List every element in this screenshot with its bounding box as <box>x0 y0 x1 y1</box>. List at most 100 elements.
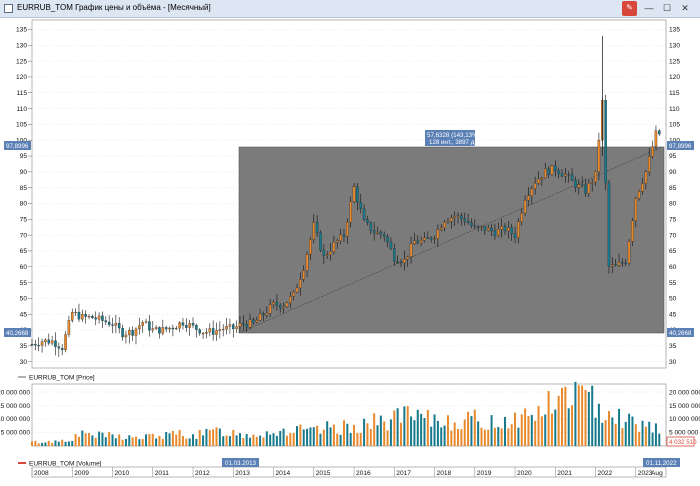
svg-text:128 инт., 3897 д.: 128 инт., 3897 д. <box>429 139 476 146</box>
candle-down <box>560 173 564 177</box>
volume-bar <box>249 437 252 446</box>
candle-up <box>517 221 520 238</box>
maximize-button[interactable]: ☐ <box>662 3 672 13</box>
candle-up <box>336 240 339 243</box>
candle-up <box>641 183 644 192</box>
volume-bar <box>520 414 523 446</box>
candle-up <box>255 320 259 323</box>
volume-bar <box>67 441 70 446</box>
volume-bar <box>44 442 47 446</box>
volume-bar <box>477 421 480 446</box>
volume-bar <box>158 435 161 446</box>
time-label: 2021 <box>557 470 572 477</box>
candle-down <box>57 346 61 349</box>
candle-down <box>396 261 399 263</box>
candle-up <box>533 183 537 189</box>
price-tick-left: 35 <box>20 343 28 350</box>
candle-up <box>97 315 101 320</box>
candle-up <box>218 329 222 331</box>
volume-bar <box>634 424 637 446</box>
candle-down <box>77 311 81 320</box>
volume-bar <box>31 441 33 446</box>
price-tick-right: 115 <box>669 90 680 97</box>
candle-up <box>527 195 530 201</box>
volume-bar <box>446 415 449 446</box>
level-tag-top-right: 97,8996 <box>667 141 694 150</box>
candle-down <box>460 215 463 219</box>
candle-up <box>537 178 540 184</box>
time-label: 2023 <box>638 470 653 477</box>
candle-down <box>211 328 215 335</box>
candle-up <box>272 301 275 305</box>
price-tick-right: 35 <box>669 343 677 350</box>
volume-bar <box>604 420 607 446</box>
candle-down <box>131 330 134 336</box>
volume-plot-area[interactable] <box>31 383 667 447</box>
svg-text:40,2668: 40,2668 <box>6 330 29 337</box>
candle-up <box>205 331 208 334</box>
volume-bar <box>74 434 77 446</box>
candle-up <box>453 216 456 219</box>
volume-bar <box>289 433 292 446</box>
candle-up <box>225 326 228 330</box>
price-tick-right: 95 <box>669 153 677 160</box>
candle-down <box>319 232 322 251</box>
candle-up <box>265 313 269 316</box>
candle-up <box>346 222 349 237</box>
candle-down <box>607 182 611 267</box>
volume-bar <box>524 408 527 446</box>
volume-bar <box>118 434 121 446</box>
candle-down <box>232 324 235 330</box>
volume-tick-right: 10 000 000 <box>669 416 700 423</box>
candle-up <box>114 323 118 326</box>
candle-up <box>141 322 144 326</box>
candle-down <box>463 218 466 222</box>
volume-bar <box>47 440 50 446</box>
candle-down <box>356 186 359 203</box>
volume-bar <box>316 425 319 446</box>
volume-bar <box>654 423 657 446</box>
volume-bar <box>279 431 282 446</box>
time-label: 2008 <box>34 470 49 477</box>
volume-bar <box>302 429 305 446</box>
price-tick-right: 85 <box>669 185 677 192</box>
measure-diagonal <box>238 146 663 334</box>
volume-bar <box>540 416 543 446</box>
pen-icon[interactable]: ✎ <box>622 1 637 16</box>
volume-bar <box>218 428 221 446</box>
candle-down <box>584 184 587 194</box>
volume-bar <box>467 411 470 446</box>
volume-bar <box>175 434 178 446</box>
minimize-button[interactable]: — <box>644 3 654 13</box>
close-button[interactable]: ✕ <box>681 3 689 13</box>
candle-down <box>554 165 557 172</box>
candle-down <box>379 231 383 235</box>
volume-bar <box>403 406 406 446</box>
volume-bar <box>571 405 574 446</box>
candle-up <box>587 183 591 194</box>
time-label: 2020 <box>517 470 532 477</box>
volume-tick-left: 5 000 000 <box>1 430 31 437</box>
volume-bar <box>487 429 490 446</box>
volume-bar <box>225 435 228 446</box>
volume-bar <box>460 429 463 446</box>
candle-up <box>215 330 218 335</box>
candle-up <box>406 256 409 260</box>
candle-down <box>185 325 188 328</box>
candle-up <box>637 191 641 199</box>
window-titlebar: EURRUB_TOM График цены и объёма - [Месяч… <box>0 0 700 18</box>
volume-bar <box>457 429 460 446</box>
candle-down <box>84 314 87 317</box>
candle-down <box>60 348 64 351</box>
volume-bar <box>567 408 570 446</box>
candle-up <box>74 311 77 314</box>
volume-bar <box>389 419 392 446</box>
price-tick-right: 130 <box>669 43 680 50</box>
candle-down <box>148 321 151 331</box>
candle-down <box>547 168 550 175</box>
candle-up <box>597 139 601 172</box>
volume-bar <box>644 426 647 446</box>
volume-bar <box>198 429 201 446</box>
candle-up <box>64 334 67 351</box>
